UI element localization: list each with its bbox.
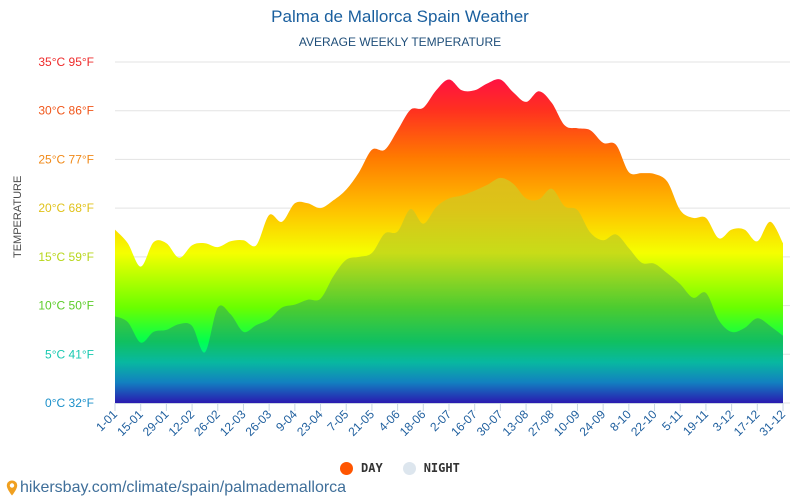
temperature-chart: 0°C 32°F 5°C 41°F 10°C 50°F 15°C 59°F 20°C 6…: [38, 55, 790, 439]
x-tick-label: 22-10: [628, 407, 660, 439]
y-tick-label: 20°C 68°F: [38, 201, 94, 215]
y-tick-labels: 0°C 32°F 5°C 41°F 10°C 50°F 15°C 59°F 20°C 6…: [38, 55, 94, 410]
x-tick-label: 18-06: [397, 407, 429, 439]
x-tick-label: 19-11: [680, 407, 711, 438]
y-tick-label: 35°C 95°F: [38, 55, 94, 69]
y-tick-label: 5°C 41°F: [45, 347, 94, 361]
chart-title: Palma de Mallorca Spain Weather: [271, 7, 529, 26]
x-tick-label: 26-03: [243, 407, 275, 439]
legend-item-night[interactable]: NIGHT: [402, 461, 460, 475]
y-tick-label: 25°C 77°F: [38, 152, 94, 166]
x-tick-label: 21-05: [345, 407, 377, 439]
legend-item-day[interactable]: DAY: [340, 461, 383, 475]
x-tick-label: 26-02: [191, 407, 223, 439]
x-tick-label: 10-09: [551, 407, 583, 439]
y-tick-label: 15°C 59°F: [38, 250, 94, 264]
y-tick-label: 30°C 86°F: [38, 104, 94, 118]
x-tick-label: 12-02: [166, 407, 198, 439]
x-tick-label: 15-01: [114, 407, 146, 439]
x-tick-label: 29-01: [140, 407, 172, 439]
day-dot-icon: [340, 461, 353, 475]
chart-subtitle: AVERAGE WEEKLY TEMPERATURE: [298, 35, 502, 49]
night-dot-icon: [402, 461, 416, 475]
x-tick-label: 24-09: [577, 407, 609, 439]
x-tick-label: 12-03: [217, 407, 249, 439]
x-tick-label: 13-08: [500, 407, 532, 439]
map-pin-icon: [6, 480, 18, 496]
x-tick-label: 27-08: [525, 407, 557, 439]
area-night: [115, 177, 783, 403]
source-url: hikersbay.com/climate/spain/palmademallo…: [20, 479, 347, 496]
x-tick-label: 16-07: [448, 407, 480, 439]
x-tick-label: 23-04: [294, 407, 326, 439]
legend-day-label: DAY: [361, 461, 383, 475]
x-tick-labels: 1-0115-0129-0112-0226-0212-0326-039-0423…: [93, 403, 788, 439]
x-tick-label: 17-12: [731, 407, 763, 439]
legend: DAY NIGHT: [340, 461, 460, 475]
y-tick-label: 10°C 50°F: [38, 299, 94, 313]
series-areas: [115, 79, 783, 404]
source-link[interactable]: hikersbay.com/climate/spain/palmademallo…: [6, 479, 346, 497]
legend-night-label: NIGHT: [423, 461, 460, 475]
x-tick-label: 31-12: [757, 407, 789, 439]
x-tick-label: 30-07: [474, 407, 506, 439]
y-tick-label: 0°C 32°F: [45, 396, 94, 410]
